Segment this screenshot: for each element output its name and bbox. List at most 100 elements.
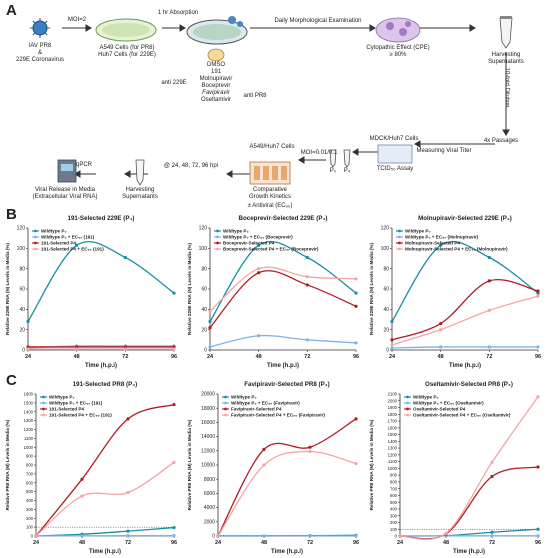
workflow-diagram [30,16,513,186]
chart-title: Oseltamivir-Selected PR8 (P₄) [425,381,513,388]
y-tick-label: 800 [26,463,34,468]
y-tick-label: 80 [383,266,389,272]
legend-label: Wildtype P₀ + EC₉₀ (191) [49,401,103,406]
x-axis-label: Time (h.p.i) [267,363,299,369]
y-tick-label: 600 [390,493,398,498]
legend-label: 191-Selected P4 + EC₉₀ (191) [49,413,112,418]
y-tick-label: 60 [19,287,25,293]
virus-icon [30,18,50,38]
p0-label: P₀ [329,168,337,174]
data-point [126,534,130,538]
y-tick-label: 1400 [24,409,34,414]
p4-label: P₄ [343,168,351,174]
y-tick-label: 300 [390,513,398,518]
data-point [208,326,212,330]
kinetics-plate-icon [249,161,291,185]
data-point [354,291,358,295]
series-line [391,295,539,346]
y-tick-label: 1300 [388,446,398,451]
chart-191-229e: 191-Selected 229E (P₄) 0 20 40 60 80 100 120 24 4… [5,215,177,369]
chart-title: Boceprevir-Selected 229E (P₄) [239,215,328,222]
y-axis-label: Relative 229E RNA (N) Levels in Media (%… [369,243,374,335]
y-tick-label: 1200 [24,427,34,432]
y-tick-label: 800 [390,480,398,485]
data-point [126,529,130,533]
series-line [35,461,175,537]
y-tick-label: 100 [17,246,26,252]
x-tick-label: 48 [74,354,80,360]
y-tick-label: 8000 [204,477,215,483]
y-tick-label: 40 [201,307,207,313]
anti-229e-label: anti 229E [161,80,187,86]
dmso-tube-icon [207,48,225,62]
y-tick-label: 2100 [388,392,398,397]
y-tick-label: 1100 [24,436,34,441]
legend-marker [224,407,227,411]
data-point [257,267,261,271]
release-label-2: (Extracellular Viral RNA) [32,194,98,200]
cpe-cells-icon [375,17,421,43]
y-tick-label: 0 [212,534,215,540]
data-point [487,308,491,312]
harvest-tube-bottom-icon [135,159,145,186]
legend-label: Wildtype P₀ [49,395,75,400]
y-tick-label: 1600 [388,425,398,430]
data-point [123,347,127,351]
data-point [354,341,358,345]
x-tick-label: 24 [25,354,32,360]
data-point [172,291,176,295]
y-tick-label: 20 [383,327,389,333]
y-tick-label: 1700 [388,419,398,424]
legend-label: Molnupiravir-Selected P4 + EC₉₀ (Molnupi… [405,247,508,252]
y-tick-label: 100 [381,246,390,252]
legend-marker [216,229,219,233]
moi-label: MOI=2 [67,17,87,23]
x-tick-label: 96 [535,540,541,546]
data-point [305,338,309,342]
y-tick-label: 1800 [388,412,398,417]
data-point [354,461,358,466]
data-point [439,328,443,332]
x-tick-label: 96 [535,354,541,360]
data-point [390,338,394,342]
y-tick-label: 900 [26,454,34,459]
virus-label-2: & [37,50,42,56]
data-point [75,243,79,247]
measuring-titer-label: Measuring Viral Titer [416,148,472,154]
legend-label: Wildtype P₀ [405,229,431,234]
y-tick-label: 300 [26,507,34,512]
data-point [305,283,309,287]
chart-191-pr8: 191-Selected PR8 (P₄) 0 100 200 300 400 500 600… [5,381,177,555]
data-point [536,534,540,538]
data-point [80,477,84,481]
y-tick-label: 80 [19,266,25,272]
x-tick-label: 24 [33,540,40,546]
tcid-assay-label: TCID₅₀ Assay [376,166,414,172]
y-tick-label: 700 [390,486,398,491]
y-tick-label: 1300 [24,418,34,423]
y-tick-label: 1500 [24,400,34,405]
data-point [308,445,312,449]
x-tick-label: 48 [438,354,444,360]
data-point [262,447,266,451]
data-point [262,534,266,538]
y-tick-label: 120 [199,226,208,232]
data-point [126,417,130,421]
y-tick-label: 100 [390,527,398,532]
y-axis-label: Relative 229E RNA (N) Levels in Media (%… [187,243,192,335]
data-point [172,533,176,538]
series-line [209,240,357,322]
legend-marker [42,413,45,417]
data-point [257,271,261,275]
legend-marker [398,229,401,233]
drug-favipiravir: Favipiravir [202,90,230,96]
x-tick-label: 48 [443,540,449,546]
anti-pr8-label: anti PR8 [243,93,267,99]
data-point [390,346,394,350]
harvest-bottom-1: Harvesting [125,187,155,193]
harvest-tube-icon [499,16,513,49]
release-label-1: Viral Release in Media [35,187,95,193]
drug-boceprevir: Boceprevir [201,83,231,89]
data-point [536,465,540,469]
y-tick-label: 1400 [388,439,398,444]
